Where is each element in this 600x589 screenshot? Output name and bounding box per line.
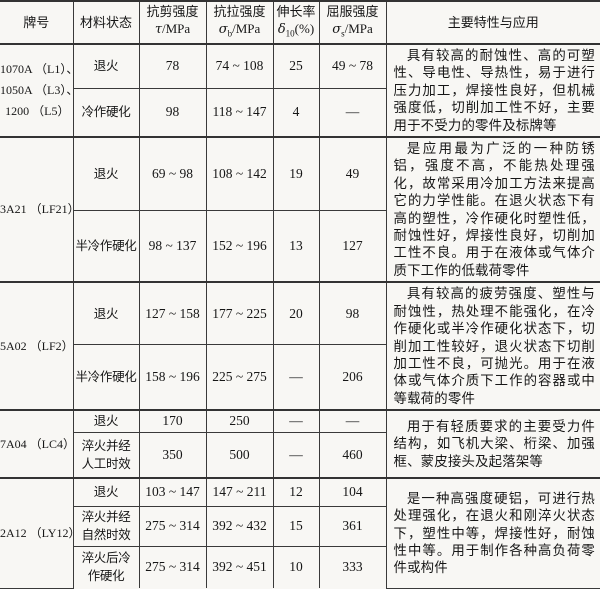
header-elongation-name: 伸长率 <box>276 3 316 19</box>
grade-cell: 3A21 （LF21） <box>0 136 74 283</box>
grade-cell: 2A12 （LY12） <box>0 477 74 589</box>
yield-cell: 206 <box>318 344 387 411</box>
tensile-cell: 74 ~ 108 <box>205 42 274 89</box>
header-grade: 牌号 <box>0 0 74 45</box>
table-row: 2A12 （LY12） 退火 103 ~ 147 147 ~ 211 12 10… <box>0 477 600 589</box>
shear-cell: 98 <box>138 87 207 138</box>
state-cell: 退火 <box>72 281 140 346</box>
state-cell: 淬火并经 自然时效 <box>72 505 140 547</box>
tensile-cell: 392 ~ 451 <box>205 545 274 589</box>
header-elongation: 伸长率 δ10(%) <box>272 0 320 45</box>
yield-cell: — <box>318 87 387 138</box>
header-application: 主要特性与应用 <box>385 0 600 45</box>
state-cell: 半冷作硬化 <box>72 344 140 411</box>
application-cell: 用于有轻质要求的主要受力件结构，如飞机大梁、桁梁、加强框、蒙皮接头及起落架等 <box>385 409 600 479</box>
state-cell: 退火 <box>72 477 140 507</box>
application-cell: 具有较高的耐蚀性、高的可塑性、导电性、导热性，易于进行压力加工，焊接性良好，但机… <box>385 42 600 138</box>
yield-cell: 460 <box>318 431 387 479</box>
tensile-cell: 152 ~ 196 <box>205 210 274 283</box>
grade-cell: 7A04 （LC4） <box>0 409 74 479</box>
header-yield-strength: 屈服强度 σs/MPa <box>318 0 387 45</box>
header-tensile-name: 抗拉强度 <box>213 3 266 19</box>
application-cell: 是应用最为广泛的一种防锈铝，强度不高，不能热处理强化，故常采用冷加工方法来提高它… <box>385 136 600 283</box>
table-row: 淬火并经 自然时效 275 ~ 314 392 ~ 432 15 361 <box>0 505 600 547</box>
tensile-cell: 108 ~ 142 <box>205 136 274 212</box>
header-material-state: 材料状态 <box>72 0 140 45</box>
elongation-cell: — <box>272 344 320 411</box>
table-row: 3A21 （LF21） 退火 69 ~ 98 108 ~ 142 19 49 是… <box>0 136 600 283</box>
elongation-cell: — <box>272 409 320 433</box>
yield-cell: 98 <box>318 281 387 346</box>
tensile-cell: 177 ~ 225 <box>205 281 274 346</box>
yield-cell: 127 <box>318 210 387 283</box>
tensile-cell: 250 <box>205 409 274 433</box>
table-row: 7A04 （LC4） 退火 170 250 — — 用于有轻质要求的主要受力件结… <box>0 409 600 479</box>
yield-cell: 333 <box>318 545 387 589</box>
tensile-cell: 392 ~ 432 <box>205 505 274 547</box>
elongation-cell: 20 <box>272 281 320 346</box>
elongation-cell: 15 <box>272 505 320 547</box>
tensile-cell: 118 ~ 147 <box>205 87 274 138</box>
tensile-cell: 225 ~ 275 <box>205 344 274 411</box>
header-elongation-symbol: δ10(%) <box>277 20 315 39</box>
yield-cell: 49 <box>318 136 387 212</box>
header-shear-name: 抗剪强度 <box>146 3 199 19</box>
tensile-cell: 147 ~ 211 <box>205 477 274 507</box>
state-cell: 冷作硬化 <box>72 87 140 138</box>
header-yield-name: 屈服强度 <box>326 3 379 19</box>
elongation-cell: 10 <box>272 545 320 589</box>
state-cell: 退火 <box>72 42 140 89</box>
yield-cell: 49 ~ 78 <box>318 42 387 89</box>
grade-cell: 1070A （L1）、 1050A （L3）、 1200 （L5） <box>0 42 74 138</box>
table-row: 1070A （L1）、 1050A （L3）、 1200 （L5） 退火 78 74… <box>0 42 600 138</box>
state-cell: 淬火后冷 作硬化 <box>72 545 140 589</box>
shear-cell: 78 <box>138 42 207 89</box>
grade-cell: 5A02 （LF2） <box>0 281 74 411</box>
header-shear-strength: 抗剪强度 τ/MPa <box>138 0 207 45</box>
application-cell: 具有较高的疲劳强度、塑性与耐蚀性，热处理不能强化，在冷作硬化或半冷作硬化状态下，… <box>385 281 600 411</box>
elongation-cell: — <box>272 431 320 479</box>
elongation-cell: 25 <box>272 42 320 89</box>
state-cell: 淬火并经 人工时效 <box>72 431 140 479</box>
shear-cell: 158 ~ 196 <box>138 344 207 411</box>
elongation-cell: 13 <box>272 210 320 283</box>
application-cell: 是一种高强度硬铝，可进行热处理强化，在退火和刚淬火状态下，塑性中等，焊接性好，耐… <box>385 477 600 589</box>
table-header-row: 牌号 材料状态 抗剪强度 τ/MPa 抗拉强度 σb/MPa 伸长率 δ10(%… <box>0 0 600 45</box>
shear-cell: 275 ~ 314 <box>138 545 207 589</box>
elongation-cell: 4 <box>272 87 320 138</box>
yield-cell: — <box>318 409 387 433</box>
header-tensile-strength: 抗拉强度 σb/MPa <box>205 0 274 45</box>
tensile-cell: 500 <box>205 431 274 479</box>
state-cell: 半冷作硬化 <box>72 210 140 283</box>
shear-cell: 69 ~ 98 <box>138 136 207 212</box>
shear-cell: 127 ~ 158 <box>138 281 207 346</box>
header-yield-symbol: σs/MPa <box>332 20 373 39</box>
shear-cell: 350 <box>138 431 207 479</box>
shear-cell: 103 ~ 147 <box>138 477 207 507</box>
shear-cell: 98 ~ 137 <box>138 210 207 283</box>
yield-cell: 361 <box>318 505 387 547</box>
elongation-cell: 19 <box>272 136 320 212</box>
table-row: 半冷作硬化 98 ~ 137 152 ~ 196 13 127 <box>0 210 600 283</box>
state-cell: 退火 <box>72 136 140 212</box>
shear-cell: 275 ~ 314 <box>138 505 207 547</box>
header-shear-symbol: τ/MPa <box>154 20 191 37</box>
shear-cell: 170 <box>138 409 207 433</box>
yield-cell: 104 <box>318 477 387 507</box>
elongation-cell: 12 <box>272 477 320 507</box>
table-row: 冷作硬化 98 118 ~ 147 4 — <box>0 87 600 138</box>
state-cell: 退火 <box>72 409 140 433</box>
header-tensile-symbol: σb/MPa <box>218 20 261 39</box>
table-row: 5A02 （LF2） 退火 127 ~ 158 177 ~ 225 20 98 … <box>0 281 600 411</box>
